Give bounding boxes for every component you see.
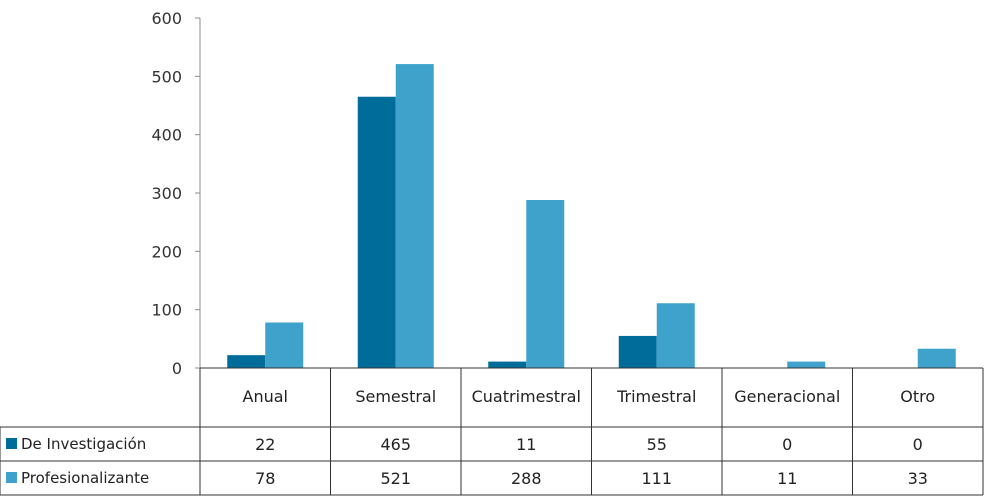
data-value: 33	[908, 469, 928, 488]
category-label: Semestral	[355, 387, 436, 406]
legend-label: Profesionalizante	[21, 469, 149, 487]
y-tick-label: 600	[151, 9, 182, 28]
bars	[227, 64, 956, 368]
legend-swatch	[6, 438, 17, 449]
bar-2-otro	[917, 348, 956, 368]
y-tick-label: 200	[151, 242, 182, 261]
data-value: 465	[380, 435, 411, 454]
category-label: Trimestral	[616, 387, 696, 406]
bar-2-trimestral	[656, 303, 695, 368]
bar-1-anual	[227, 355, 266, 368]
y-axis: 0 100 200 300 400 500 600	[151, 9, 201, 378]
y-tick-label: 300	[151, 184, 182, 203]
data-value: 288	[511, 469, 542, 488]
data-value: 11	[777, 469, 797, 488]
bar-1-cuatrimestral	[488, 361, 527, 368]
data-value: 521	[380, 469, 411, 488]
data-value: 55	[647, 435, 667, 454]
bar-2-cuatrimestral	[526, 200, 565, 368]
data-value: 11	[516, 435, 536, 454]
category-label: Cuatrimestral	[472, 387, 581, 406]
category-label: Anual	[243, 387, 288, 406]
data-value: 0	[782, 435, 792, 454]
bar-1-trimestral	[618, 335, 657, 368]
data-value: 111	[641, 469, 672, 488]
data-value: 78	[255, 469, 275, 488]
data-value: 0	[913, 435, 923, 454]
bar-2-anual	[265, 322, 304, 368]
y-tick-label: 0	[172, 359, 182, 378]
legend-swatch	[6, 472, 17, 483]
y-tick-label: 400	[151, 126, 182, 145]
data-table: Anual Semestral Cuatrimestral Trimestral Gen…	[0, 367, 984, 496]
category-label: Generacional	[734, 387, 840, 406]
category-label: Otro	[900, 387, 935, 406]
bar-1-semestral	[357, 96, 396, 368]
bar-2-semestral	[395, 64, 434, 368]
y-tick-label: 500	[151, 67, 182, 86]
bar-2-generacional	[787, 361, 826, 368]
data-value: 22	[255, 435, 275, 454]
y-tick-label: 100	[151, 301, 182, 320]
legend-label: De Investigación	[21, 435, 146, 453]
